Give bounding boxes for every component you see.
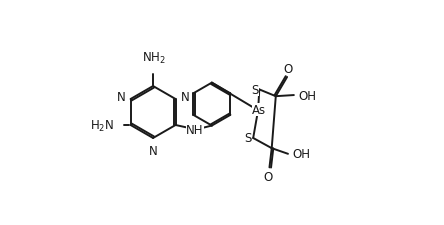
Text: NH: NH: [186, 123, 204, 136]
Text: O: O: [264, 170, 273, 183]
Text: OH: OH: [298, 89, 317, 102]
Text: NH$_2$: NH$_2$: [142, 50, 166, 65]
Text: OH: OH: [292, 148, 310, 161]
Text: As: As: [252, 104, 266, 117]
Text: H$_2$N: H$_2$N: [90, 118, 114, 133]
Text: N: N: [117, 90, 126, 103]
Text: S: S: [251, 84, 258, 97]
Text: N: N: [181, 90, 189, 103]
Text: O: O: [283, 62, 292, 75]
Text: S: S: [245, 131, 252, 144]
Text: N: N: [149, 144, 158, 157]
